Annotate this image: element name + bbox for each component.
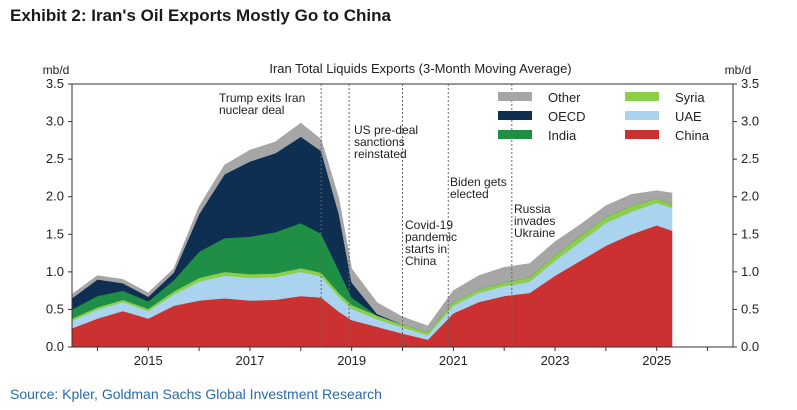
legend-label-oecd: OECD — [548, 109, 586, 124]
source-note: Source: Kpler, Goldman Sachs Global Inve… — [10, 386, 382, 402]
y-tick-label-right: 1.5 — [741, 226, 759, 241]
legend-swatch-uae — [625, 111, 659, 120]
event-annotation-line: Ukraine — [514, 226, 556, 240]
x-tick-label: 2015 — [134, 353, 163, 368]
legend-label-syria: Syria — [675, 90, 705, 105]
y-tick-label-left: 3.5 — [46, 76, 64, 91]
exhibit-title: Exhibit 2: Iran's Oil Exports Mostly Go … — [10, 6, 391, 25]
x-tick-label: 2023 — [541, 353, 570, 368]
event-annotation-line: pandemic — [405, 230, 457, 244]
y-unit-left: mb/d — [43, 63, 70, 77]
y-tick-label-left: 2.0 — [46, 189, 64, 204]
y-tick-label-right: 2.0 — [741, 189, 759, 204]
y-unit-right: mb/d — [725, 63, 752, 77]
x-tick-label: 2025 — [642, 353, 671, 368]
legend-swatch-other — [498, 92, 532, 101]
y-tick-label-left: 1.5 — [46, 226, 64, 241]
y-tick-label-left: 3.0 — [46, 114, 64, 129]
event-annotation-line: elected — [450, 187, 489, 201]
y-tick-label-right: 0.5 — [741, 301, 759, 316]
legend-label-china: China — [675, 128, 710, 143]
y-tick-label-right: 0.0 — [741, 339, 759, 354]
legend-label-other: Other — [548, 90, 581, 105]
x-tick-label: 2017 — [236, 353, 265, 368]
y-tick-label-left: 2.5 — [46, 151, 64, 166]
event-annotation-line: Biden gets — [450, 175, 507, 189]
legend-label-uae: UAE — [675, 109, 702, 124]
legend-swatch-oecd — [498, 111, 532, 120]
y-tick-label-left: 0.0 — [46, 339, 64, 354]
y-tick-label-right: 3.5 — [741, 76, 759, 91]
legend-swatch-china — [625, 130, 659, 139]
event-annotation-line: Russia — [514, 202, 551, 216]
x-tick-label: 2019 — [337, 353, 366, 368]
x-tick-label: 2021 — [439, 353, 468, 368]
chart-title: Iran Total Liquids Exports (3-Month Movi… — [269, 61, 571, 76]
series-area-other — [71, 122, 673, 333]
event-annotation-line: China — [405, 254, 437, 268]
y-tick-label-right: 2.5 — [741, 151, 759, 166]
event-annotation-line: US pre-deal — [354, 123, 418, 137]
legend-swatch-india — [498, 130, 532, 139]
event-annotation-line: invades — [514, 214, 555, 228]
event-annotation-line: starts in — [405, 242, 447, 256]
y-tick-label-left: 0.5 — [46, 301, 64, 316]
event-annotation-line: nuclear deal — [219, 103, 284, 117]
event-annotation-line: Covid-19 — [405, 218, 453, 232]
y-tick-label-left: 1.0 — [46, 264, 64, 279]
y-tick-label-right: 1.0 — [741, 264, 759, 279]
legend-label-india: India — [548, 128, 577, 143]
y-tick-label-right: 3.0 — [741, 114, 759, 129]
legend-swatch-syria — [625, 92, 659, 101]
event-annotation-line: sanctions — [354, 135, 405, 149]
event-annotation-line: Trump exits Iran — [219, 91, 305, 105]
event-annotation-line: reinstated — [354, 147, 407, 161]
